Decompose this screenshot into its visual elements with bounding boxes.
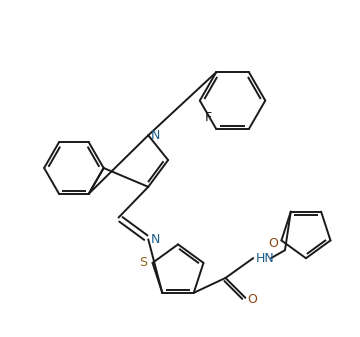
Text: O: O — [247, 293, 257, 306]
Text: F: F — [205, 111, 212, 123]
Text: S: S — [140, 256, 148, 269]
Text: N: N — [150, 233, 160, 246]
Text: O: O — [269, 237, 278, 250]
Text: N: N — [150, 129, 160, 142]
Text: HN: HN — [256, 252, 275, 265]
